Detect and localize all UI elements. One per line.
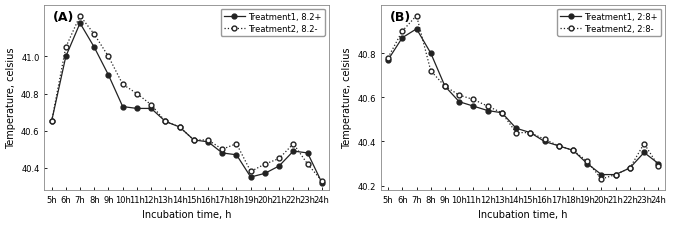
Treatment2, 8.2-: [118, 83, 127, 86]
Treatment1, 8.2+: [275, 165, 283, 168]
Treatment2, 8.2-: [261, 163, 269, 166]
Treatment2, 2:8-: [413, 15, 421, 18]
Y-axis label: Temperature, celsius: Temperature, celsius: [5, 47, 15, 148]
Treatment1, 2:8+: [498, 112, 506, 115]
Treatment1, 8.2+: [118, 106, 127, 108]
Treatment2, 8.2-: [104, 56, 112, 58]
Treatment1, 2:8+: [512, 127, 520, 130]
Treatment2, 2:8-: [654, 165, 662, 167]
Legend: Treatment1, 2:8+, Treatment2, 2:8-: Treatment1, 2:8+, Treatment2, 2:8-: [557, 10, 662, 37]
Line: Treatment1, 2:8+: Treatment1, 2:8+: [386, 27, 661, 177]
Treatment2, 8.2-: [318, 180, 326, 182]
Treatment2, 8.2-: [289, 143, 297, 145]
Treatment1, 8.2+: [304, 152, 312, 155]
Treatment1, 2:8+: [626, 167, 634, 170]
Treatment2, 8.2-: [190, 139, 198, 142]
Treatment1, 8.2+: [48, 121, 56, 123]
Legend: Treatment1, 8.2+, Treatment2, 8.2-: Treatment1, 8.2+, Treatment2, 8.2-: [221, 10, 325, 37]
Treatment2, 2:8-: [612, 173, 620, 176]
Treatment1, 8.2+: [232, 154, 240, 156]
Treatment2, 8.2-: [147, 104, 155, 107]
Treatment1, 8.2+: [90, 47, 98, 49]
Treatment1, 8.2+: [204, 141, 212, 144]
Treatment2, 2:8-: [540, 138, 548, 141]
Text: (A): (A): [53, 11, 75, 24]
Line: Treatment2, 2:8-: Treatment2, 2:8-: [386, 14, 661, 182]
Treatment1, 2:8+: [484, 110, 492, 112]
Treatment2, 8.2-: [76, 15, 84, 18]
Treatment1, 2:8+: [398, 37, 406, 40]
Treatment2, 2:8-: [598, 178, 606, 180]
Treatment2, 8.2-: [204, 139, 212, 142]
Treatment1, 2:8+: [598, 173, 606, 176]
Treatment1, 2:8+: [555, 145, 563, 148]
X-axis label: Incubation time, h: Incubation time, h: [479, 209, 568, 219]
Treatment2, 2:8-: [469, 99, 477, 101]
Treatment1, 2:8+: [583, 162, 592, 165]
Treatment2, 8.2-: [247, 170, 255, 173]
Treatment1, 2:8+: [384, 59, 392, 62]
Treatment1, 2:8+: [612, 173, 620, 176]
Treatment1, 8.2+: [76, 23, 84, 25]
Treatment1, 2:8+: [455, 101, 463, 104]
Treatment2, 2:8-: [441, 86, 449, 88]
Treatment2, 2:8-: [455, 94, 463, 97]
Treatment2, 8.2-: [218, 148, 226, 151]
Treatment1, 2:8+: [526, 132, 534, 134]
Treatment1, 8.2+: [147, 108, 155, 110]
Treatment2, 2:8-: [398, 31, 406, 33]
Treatment1, 2:8+: [441, 86, 449, 88]
Treatment2, 2:8-: [484, 105, 492, 108]
Treatment1, 2:8+: [654, 162, 662, 165]
Treatment2, 8.2-: [304, 163, 312, 166]
Text: (B): (B): [390, 11, 411, 24]
Treatment2, 8.2-: [48, 121, 56, 123]
Treatment2, 8.2-: [232, 143, 240, 145]
Treatment1, 8.2+: [190, 139, 198, 142]
Treatment1, 8.2+: [62, 56, 70, 58]
Treatment2, 8.2-: [90, 34, 98, 36]
Treatment1, 8.2+: [289, 150, 297, 153]
Treatment1, 2:8+: [640, 151, 648, 154]
Treatment2, 2:8-: [512, 132, 520, 134]
Treatment2, 8.2-: [275, 158, 283, 160]
Treatment2, 2:8-: [498, 112, 506, 115]
Treatment1, 2:8+: [413, 28, 421, 31]
Treatment2, 8.2-: [162, 121, 170, 123]
Treatment1, 8.2+: [104, 74, 112, 77]
Treatment2, 2:8-: [526, 132, 534, 134]
Treatment1, 2:8+: [469, 105, 477, 108]
Treatment1, 2:8+: [540, 140, 548, 143]
Treatment2, 8.2-: [176, 126, 184, 129]
Treatment1, 8.2+: [176, 126, 184, 129]
Treatment2, 8.2-: [62, 47, 70, 49]
Treatment1, 8.2+: [218, 152, 226, 155]
Treatment1, 8.2+: [261, 172, 269, 175]
Treatment2, 2:8-: [427, 70, 435, 73]
Treatment2, 2:8-: [384, 57, 392, 60]
Treatment2, 2:8-: [640, 143, 648, 145]
Treatment1, 8.2+: [133, 108, 141, 110]
X-axis label: Incubation time, h: Incubation time, h: [142, 209, 232, 219]
Treatment1, 8.2+: [247, 176, 255, 179]
Treatment1, 8.2+: [162, 121, 170, 123]
Treatment2, 2:8-: [569, 149, 577, 152]
Treatment2, 8.2-: [133, 93, 141, 96]
Y-axis label: Temperature, celsius: Temperature, celsius: [342, 47, 352, 148]
Treatment2, 2:8-: [555, 145, 563, 148]
Treatment1, 2:8+: [427, 53, 435, 55]
Line: Treatment2, 8.2-: Treatment2, 8.2-: [49, 14, 324, 183]
Treatment1, 2:8+: [569, 149, 577, 152]
Treatment2, 2:8-: [583, 160, 592, 163]
Treatment1, 8.2+: [318, 181, 326, 184]
Treatment2, 2:8-: [626, 167, 634, 170]
Line: Treatment1, 8.2+: Treatment1, 8.2+: [49, 22, 324, 185]
